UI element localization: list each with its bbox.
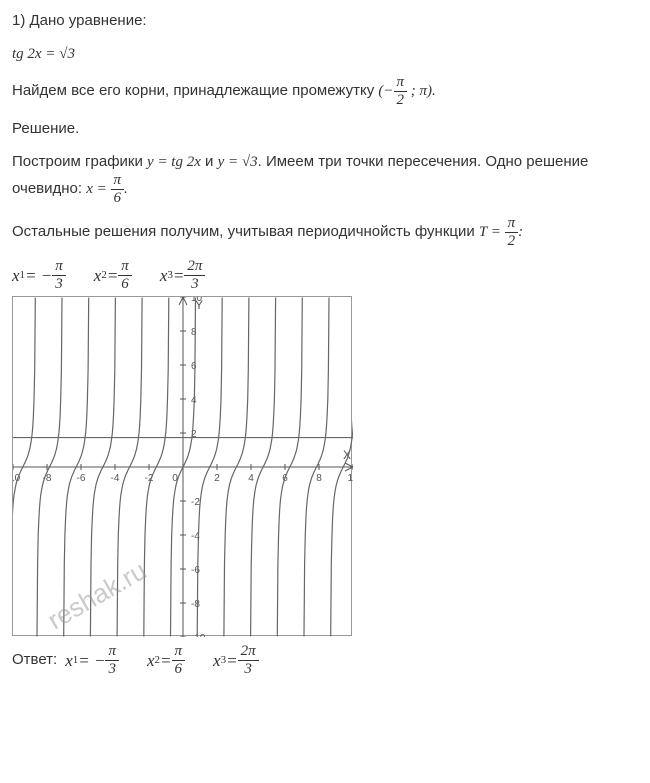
svg-text:-4: -4 <box>111 473 120 484</box>
svg-text:10: 10 <box>347 473 353 484</box>
svg-text:-2: -2 <box>191 497 200 508</box>
tangent-chart: -10-8-6-4-2246810-10-8-6-4-22468100XY re… <box>12 296 352 636</box>
svg-text:-8: -8 <box>191 599 200 610</box>
svg-text:-10: -10 <box>191 633 206 637</box>
build-graphs-text: Построим графики y = tg 2x и y = √3. Име… <box>12 151 638 207</box>
svg-text:-6: -6 <box>77 473 86 484</box>
solution-item: x3 = 2π3 <box>160 259 206 292</box>
svg-text:2: 2 <box>214 473 220 484</box>
svg-text:Y: Y <box>195 298 203 312</box>
find-roots-text: Найдем все его корни, принадлежащие пром… <box>12 75 638 108</box>
solution-item: x1 = −π3 <box>65 644 119 677</box>
svg-text:6: 6 <box>191 361 197 372</box>
answer-label: Ответ: <box>12 649 57 672</box>
solution-item: x2 = π6 <box>147 644 185 677</box>
solutions-row: x1 = −π3 x2 = π6 x3 = 2π3 <box>12 259 638 292</box>
period-text: Остальные решения получим, учитывая пери… <box>12 216 638 249</box>
problem-number: 1) Дано уравнение: <box>12 10 638 33</box>
equation: tg 2x = √3 <box>12 43 638 66</box>
solution-item: x3 = 2π3 <box>213 644 259 677</box>
answer-row: Ответ: x1 = −π3 x2 = π6 x3 = 2π3 <box>12 644 638 677</box>
svg-text:-6: -6 <box>191 565 200 576</box>
solution-item: x1 = −π3 <box>12 259 66 292</box>
solution-item: x2 = π6 <box>94 259 132 292</box>
svg-text:8: 8 <box>191 327 197 338</box>
svg-text:8: 8 <box>316 473 322 484</box>
svg-text:4: 4 <box>248 473 254 484</box>
solution-header: Решение. <box>12 118 638 141</box>
